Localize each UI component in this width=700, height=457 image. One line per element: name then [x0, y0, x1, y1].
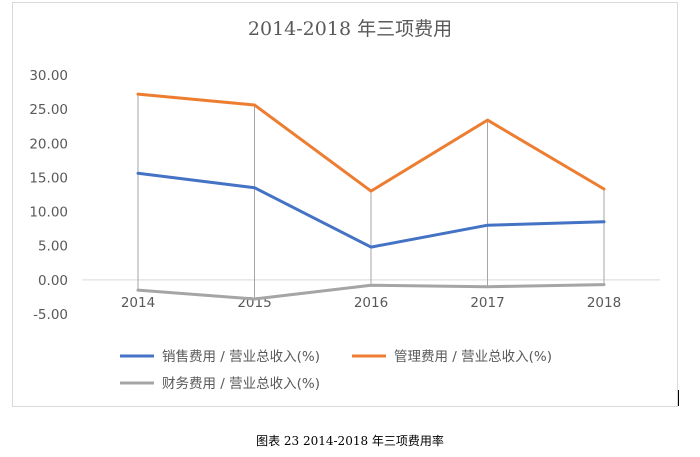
legend: 销售费用 / 营业总收入(%) 管理费用 / 营业总收入(%) 财务费用 / 营业总… — [120, 349, 552, 392]
y-tick-label: 5.00 — [38, 239, 68, 255]
legend-label: 财务费用 / 营业总收入(%) — [162, 376, 320, 392]
y-tick-label: -5.00 — [33, 307, 68, 323]
drop-lines — [137, 94, 605, 299]
x-tick-label: 2018 — [587, 295, 621, 311]
x-tick-label: 2016 — [354, 295, 388, 311]
series-layer — [136, 92, 606, 301]
y-tick-label: 15.00 — [29, 170, 68, 186]
y-tick-label: 0.00 — [38, 273, 68, 289]
legend-label: 销售费用 / 营业总收入(%) — [162, 349, 320, 365]
series-line — [136, 283, 606, 301]
x-tick-label: 2014 — [121, 295, 155, 311]
frame-edge-mark — [678, 390, 679, 406]
chart-title: 2014-2018 年三项费用 — [247, 18, 453, 40]
x-tick-label: 2017 — [470, 295, 504, 311]
y-tick-label: 25.00 — [29, 102, 68, 118]
y-tick-label: 30.00 — [29, 68, 68, 84]
figure-caption: 图表 23 2014-2018 年三项费用率 — [256, 434, 444, 448]
y-tick-label: 10.00 — [29, 205, 68, 221]
chart-frame — [12, 2, 678, 407]
series-line — [136, 92, 606, 193]
series-line — [136, 171, 606, 249]
legend-label: 管理费用 / 营业总收入(%) — [394, 349, 552, 365]
y-tick-label: 20.00 — [29, 136, 68, 152]
